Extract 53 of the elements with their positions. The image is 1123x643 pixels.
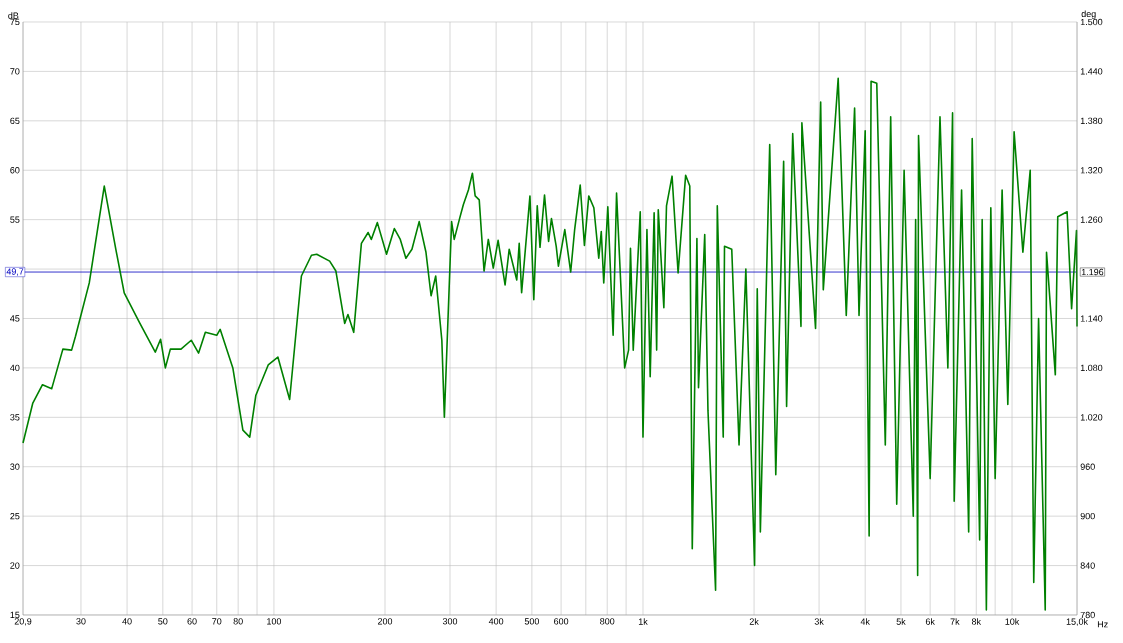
y2-tick-label: 1.440 (1080, 68, 1103, 75)
x-tick-label: 5k (896, 618, 906, 625)
y2-tick-label: 1.380 (1080, 117, 1103, 124)
y2-tick-label: 960 (1080, 463, 1095, 470)
x-tick-label: 400 (488, 618, 504, 625)
y2-tick-label: 1.500 (1080, 18, 1103, 26)
x-tick-label: 300 (442, 618, 458, 625)
y-tick-label: 25 (10, 512, 20, 520)
y2-axis-title: deg (1081, 10, 1096, 19)
y-axis-title: dB (8, 12, 19, 19)
x-tick-label: 100 (267, 618, 282, 625)
x-tick-label: 2k (749, 618, 759, 625)
x-tick-label: 40 (122, 618, 132, 625)
y-tick-label: 40 (10, 364, 20, 372)
x-axis-title: Hz (1097, 621, 1108, 628)
y-tick-label: 20 (10, 562, 20, 569)
x-tick-label: 4k (860, 618, 870, 625)
y-tick-label: 55 (10, 216, 20, 223)
y-tick-label: 45 (10, 315, 20, 322)
y-tick-label: 35 (10, 414, 20, 421)
x-tick-label: 60 (187, 618, 197, 625)
y2-tick-label: 1.320 (1080, 167, 1103, 174)
y-tick-label: 70 (10, 68, 20, 75)
x-tick-label: 30 (76, 618, 86, 625)
y2-tick-label: 1.260 (1080, 216, 1103, 223)
x-tick-label: 80 (233, 618, 243, 625)
x-tick-label: 3k (814, 618, 824, 625)
x-tick-label: 15,0k (1066, 618, 1089, 626)
y2-tick-label: 1.020 (1080, 414, 1103, 421)
x-tick-label: 1k (638, 618, 648, 625)
x-tick-label: 500 (524, 618, 540, 625)
x-tick-label: 8k (971, 618, 982, 625)
ref-line-label: 49,7 (6, 268, 24, 276)
annotation: 1.196 (1081, 268, 1104, 276)
x-tick-label: 20,9 (14, 618, 32, 626)
x-tick-label: 7k (950, 618, 960, 625)
y2-tick-label: 1.080 (1080, 364, 1103, 372)
y-tick-label: 30 (10, 463, 20, 470)
y2-tick-label: 840 (1080, 562, 1095, 569)
x-tick-label: 6k (925, 618, 935, 625)
x-tick-label: 50 (158, 618, 168, 625)
y2-tick-label: 900 (1080, 512, 1095, 520)
x-tick-label: 600 (554, 618, 569, 625)
y-tick-label: 75 (10, 18, 20, 26)
x-tick-label: 10k (1005, 618, 1020, 625)
y-tick-label: 65 (10, 117, 20, 124)
y2-tick-label: 780 (1080, 611, 1095, 619)
y-tick-label: 15 (10, 611, 20, 619)
x-tick-label: 800 (600, 618, 615, 625)
y2-tick-label: 1.140 (1080, 315, 1103, 322)
x-tick-label: 200 (377, 618, 393, 625)
x-tick-label: 70 (212, 618, 222, 625)
y-tick-label: 60 (10, 167, 20, 174)
